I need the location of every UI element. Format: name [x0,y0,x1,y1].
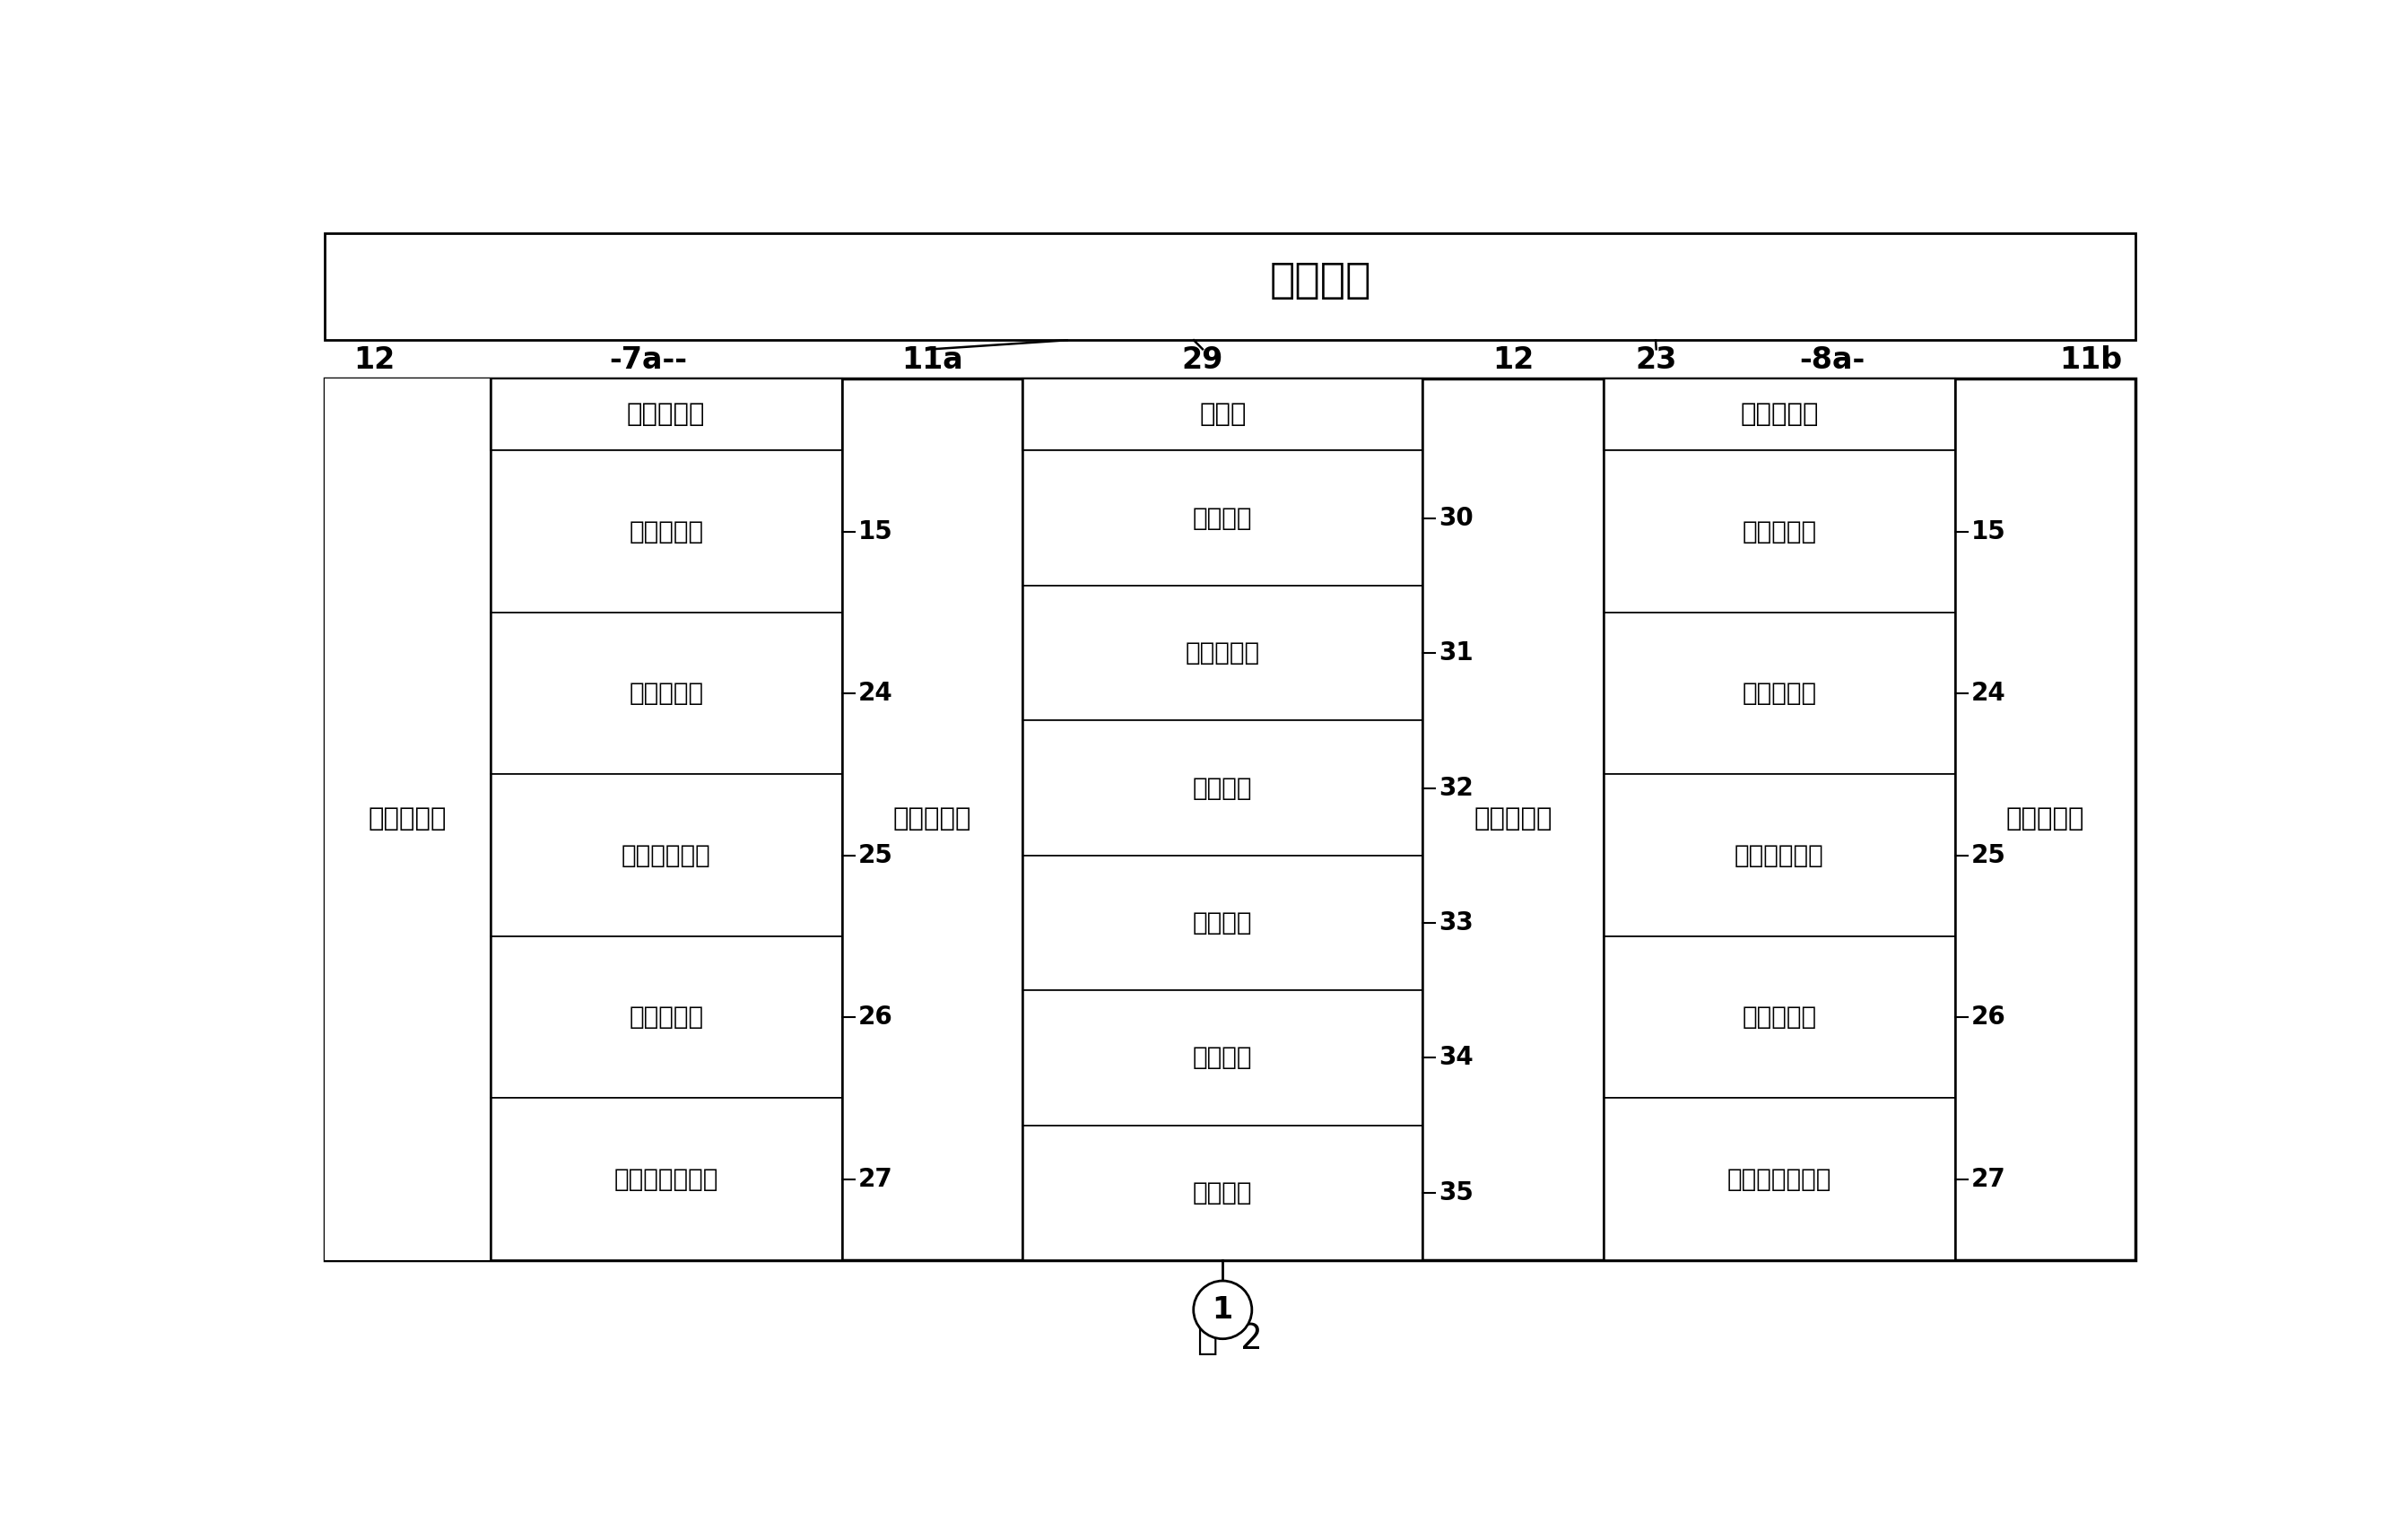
Text: 31: 31 [1440,641,1474,665]
Bar [1022,585,1423,721]
Text: -8a-: -8a- [1800,345,1865,376]
Text: 轧制带宽度: 轧制带宽度 [1742,681,1817,705]
Bar [1603,1098,1956,1260]
Bar [1022,855,1423,990]
Text: 轧制带张力分布: 轧制带张力分布 [1728,1167,1831,1192]
Text: 35: 35 [1440,1180,1474,1206]
Text: 12: 12 [353,345,396,376]
Bar [1022,379,1423,451]
Bar [1022,990,1423,1126]
Text: 轧制带平整度: 轧制带平整度 [1735,842,1824,869]
Text: 轧制带张力分布: 轧制带张力分布 [614,1167,718,1192]
Bar [490,451,842,613]
Text: 12: 12 [1493,345,1534,376]
Text: 11b: 11b [2059,345,2122,376]
Text: 图  2: 图 2 [1198,1323,1262,1357]
Text: 轧辊直径: 轧辊直径 [1193,505,1253,531]
Text: 轧制带宽度: 轧制带宽度 [629,681,703,705]
Bar [1603,775,1956,936]
Bar [1022,1126,1423,1260]
Text: 轧制带张力: 轧制带张力 [2006,807,2086,832]
Bar [490,379,842,451]
Text: 轧辊材料: 轧辊材料 [1193,775,1253,801]
Text: 轧制带速度: 轧制带速度 [367,807,446,832]
Text: 15: 15 [857,519,893,544]
Text: 27: 27 [857,1167,893,1192]
Text: 1: 1 [1212,1295,1234,1324]
Text: 11a: 11a [902,345,962,376]
Text: 25: 25 [1970,842,2006,869]
Text: 轧制带速度: 轧制带速度 [1474,807,1553,832]
Text: 轧制带厚度: 轧制带厚度 [629,519,703,544]
Bar [1603,379,1956,451]
Text: 轧制带平整度: 轧制带平整度 [622,842,710,869]
Text: 34: 34 [1440,1046,1474,1070]
Text: 轧制带张力: 轧制带张力 [893,807,972,832]
Bar [490,936,842,1098]
Bar [490,613,842,775]
Text: 29: 29 [1181,345,1224,376]
Text: 轧制带质量: 轧制带质量 [1740,402,1819,427]
Text: 轧制带质量: 轧制带质量 [626,402,706,427]
Text: 30: 30 [1440,505,1474,531]
Text: 26: 26 [857,1004,893,1030]
Bar [1022,451,1423,585]
Text: 33: 33 [1440,910,1474,935]
Text: 过程数据: 过程数据 [1270,262,1370,302]
Circle shape [1193,1281,1253,1338]
Text: 轧制力矩: 轧制力矩 [1193,910,1253,935]
Text: 23: 23 [1634,345,1678,376]
Text: 轧制带表面: 轧制带表面 [629,1004,703,1030]
Bar [1603,451,1956,613]
Text: 24: 24 [857,681,893,705]
Text: 25: 25 [857,842,893,869]
Bar [1603,936,1956,1098]
Text: 轧制带厚度: 轧制带厚度 [1742,519,1817,544]
Bar [324,379,2136,1260]
Text: 轧制温度: 轧制温度 [1193,1046,1253,1070]
Bar [324,233,2136,340]
Text: 轧制带表面: 轧制带表面 [1742,1004,1817,1030]
Text: 24: 24 [1970,681,2006,705]
Text: 27: 27 [1970,1167,2006,1192]
Text: 轧制力: 轧制力 [1200,402,1246,427]
Bar [490,775,842,936]
Bar [324,379,490,1260]
Text: 厚度减小: 厚度减小 [1193,1180,1253,1206]
Bar [490,1098,842,1260]
Text: -7a--: -7a-- [610,345,686,376]
Text: 32: 32 [1440,775,1474,801]
Bar [1022,721,1423,855]
Text: 15: 15 [1970,519,2006,544]
Text: 26: 26 [1970,1004,2006,1030]
Text: 轧辊粗糙度: 轧辊粗糙度 [1186,641,1260,665]
Bar [1603,613,1956,775]
